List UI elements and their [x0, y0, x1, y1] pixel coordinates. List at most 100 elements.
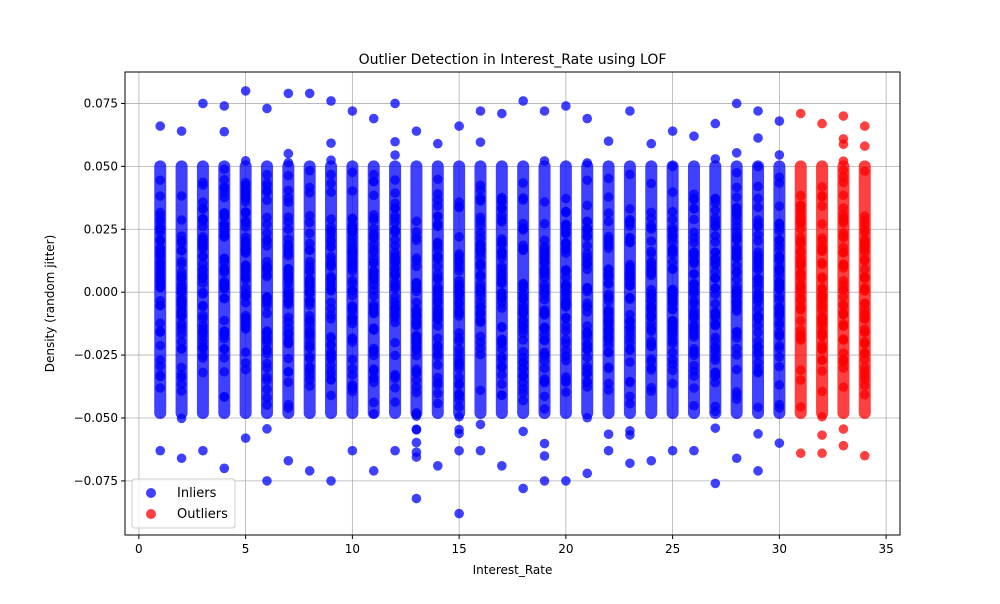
scatter-point	[390, 252, 400, 263]
scatter-point	[475, 287, 486, 298]
scatter-point	[155, 210, 166, 221]
scatter-point	[411, 425, 422, 435]
scatter-point	[155, 383, 166, 393]
scatter-point	[795, 190, 806, 201]
x-tick-label: 15	[451, 542, 466, 556]
scatter-point	[838, 172, 849, 182]
scatter-point	[689, 383, 699, 393]
scatter-point	[603, 173, 614, 184]
scatter-point	[838, 156, 849, 166]
scatter-point	[539, 476, 550, 486]
scatter-point	[539, 235, 550, 246]
scatter-point	[582, 327, 593, 338]
scatter-point	[667, 315, 678, 326]
scatter-point	[753, 193, 763, 204]
scatter-point	[176, 336, 187, 347]
scatter-point	[454, 344, 464, 355]
scatter-point	[625, 221, 635, 231]
scatter-point	[432, 221, 443, 232]
scatter-point	[390, 350, 400, 361]
scatter-point	[390, 283, 400, 294]
scatter-point	[454, 411, 464, 422]
scatter-point	[347, 222, 358, 233]
scatter-point	[646, 138, 657, 149]
scatter-point	[497, 379, 507, 389]
scatter-point	[304, 277, 315, 288]
scatter-point	[176, 362, 187, 373]
scatter-point	[497, 338, 507, 349]
scatter-point	[283, 170, 294, 181]
scatter-point	[689, 214, 699, 225]
scatter-point	[411, 235, 422, 246]
scatter-point	[497, 274, 507, 284]
scatter-point	[432, 321, 443, 331]
scatter-point	[710, 332, 721, 343]
scatter-point	[539, 438, 550, 449]
scatter-point	[753, 357, 763, 368]
scatter-point	[155, 318, 166, 329]
scatter-point	[817, 327, 827, 337]
scatter-point	[689, 350, 699, 361]
scatter-point	[710, 247, 721, 258]
scatter-point	[390, 98, 400, 109]
scatter-point	[561, 476, 571, 486]
y-tick-label: −0.050	[74, 411, 118, 425]
scatter-point	[262, 169, 272, 180]
x-tick-label: 5	[242, 542, 250, 556]
scatter-point	[304, 245, 315, 256]
scatter-point	[283, 328, 294, 338]
scatter-point	[539, 374, 550, 384]
scatter-point	[432, 333, 443, 343]
scatter-point	[262, 103, 272, 114]
scatter-point	[283, 216, 294, 227]
scatter-point	[646, 455, 657, 466]
scatter-point	[582, 344, 593, 355]
scatter-point	[475, 385, 486, 396]
scatter-point	[731, 182, 742, 193]
scatter-point	[411, 321, 422, 331]
scatter-point	[539, 351, 550, 361]
scatter-point	[240, 232, 251, 242]
scatter-point	[774, 331, 785, 341]
scatter-point	[731, 98, 742, 109]
scatter-point	[240, 207, 251, 217]
scatter-point	[753, 342, 763, 352]
scatter-point	[582, 264, 593, 275]
scatter-point	[497, 461, 507, 471]
scatter-point	[561, 372, 571, 382]
scatter-point	[347, 167, 358, 178]
scatter-point	[689, 366, 699, 376]
legend-marker-outliers	[146, 509, 156, 519]
scatter-point	[838, 299, 849, 310]
scatter-point	[411, 368, 422, 378]
scatter-point	[176, 191, 187, 201]
scatter-point	[539, 324, 550, 335]
scatter-point	[326, 260, 336, 270]
scatter-point	[283, 263, 294, 274]
scatter-point	[582, 352, 593, 363]
scatter-point	[689, 296, 699, 306]
scatter-point	[198, 204, 208, 214]
scatter-point	[582, 377, 593, 388]
scatter-point	[731, 250, 742, 261]
scatter-point	[603, 378, 614, 389]
scatter-point	[432, 398, 443, 409]
scatter-point	[219, 212, 230, 223]
scatter-point	[774, 380, 785, 390]
scatter-point	[497, 234, 507, 244]
scatter-point	[219, 164, 230, 175]
scatter-point	[710, 343, 721, 354]
scatter-point	[155, 264, 166, 274]
scatter-point	[646, 246, 657, 257]
scatter-point	[817, 292, 827, 303]
scatter-point	[262, 219, 272, 230]
scatter-point	[817, 201, 827, 211]
scatter-point	[262, 271, 272, 282]
scatter-point	[347, 186, 358, 196]
scatter-point	[667, 126, 678, 136]
scatter-point	[219, 278, 230, 289]
scatter-point	[326, 242, 336, 252]
scatter-point	[518, 395, 528, 406]
scatter-point	[219, 343, 230, 354]
